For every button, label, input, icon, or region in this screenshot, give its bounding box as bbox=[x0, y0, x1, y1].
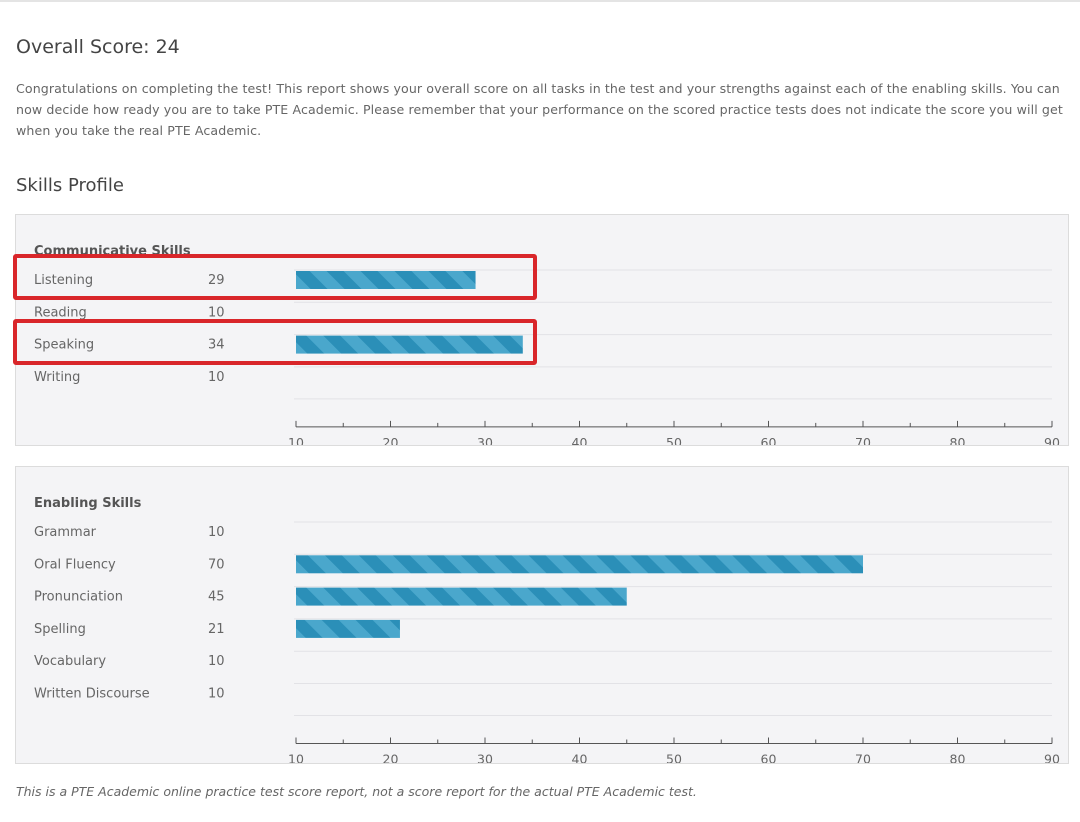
category-label-grammar: Grammar bbox=[34, 525, 97, 540]
value-label-grammar: 10 bbox=[208, 525, 225, 540]
value-label-oral-fluency: 70 bbox=[208, 557, 225, 572]
value-label-writing: 10 bbox=[208, 370, 225, 385]
skills-profile-title: Skills Profile bbox=[16, 175, 124, 196]
bar-speaking bbox=[296, 335, 523, 354]
enabling-skills-chart: Enabling Skills Grammar 10 Oral Fluency 70 Pr… bbox=[34, 496, 1060, 764]
intro-text: Congratulations on completing the test! … bbox=[16, 81, 1063, 138]
enabling-skills-panel: Enabling Skills Grammar 10 Oral Fluency 70 Pr… bbox=[15, 466, 1069, 764]
category-label-oral-fluency: Oral Fluency bbox=[34, 557, 116, 572]
category-label-written-discourse: Written Discourse bbox=[34, 687, 150, 702]
x-tick-label-70: 70 bbox=[855, 435, 871, 445]
speaking-highlight-box bbox=[13, 319, 537, 365]
footnote: This is a PTE Academic online practice t… bbox=[16, 784, 697, 799]
category-label-speaking: Speaking bbox=[34, 338, 94, 353]
category-label-reading: Reading bbox=[34, 305, 87, 320]
value-label-listening: 29 bbox=[208, 273, 225, 288]
x-tick-label-80: 80 bbox=[950, 435, 966, 445]
value-label-written-discourse: 10 bbox=[208, 687, 225, 702]
bar-spelling bbox=[296, 619, 400, 638]
x-tick-label-30: 30 bbox=[477, 435, 493, 445]
category-label-vocabulary: Vocabulary bbox=[34, 654, 106, 669]
x-tick-label-70: 70 bbox=[855, 752, 871, 764]
listening-highlight-box bbox=[13, 254, 537, 300]
value-label-reading: 10 bbox=[208, 305, 225, 320]
chart-title: Enabling Skills bbox=[34, 496, 142, 511]
x-tick-label-60: 60 bbox=[761, 435, 777, 445]
x-tick-label-90: 90 bbox=[1044, 752, 1060, 764]
bar-oral-fluency bbox=[296, 555, 863, 574]
x-tick-label-50: 50 bbox=[666, 435, 682, 445]
x-tick-label-50: 50 bbox=[666, 752, 682, 764]
x-tick-label-90: 90 bbox=[1044, 435, 1060, 445]
category-label-listening: Listening bbox=[34, 273, 93, 288]
value-label-pronunciation: 45 bbox=[208, 590, 225, 605]
bar-pronunciation bbox=[296, 587, 627, 606]
x-tick-label-60: 60 bbox=[761, 752, 777, 764]
x-tick-label-20: 20 bbox=[383, 752, 399, 764]
communicative-skills-panel: Communicative Skills Listening 29 Reading 10… bbox=[15, 214, 1069, 446]
x-tick-label-80: 80 bbox=[950, 752, 966, 764]
bar-listening bbox=[296, 271, 476, 289]
category-label-spelling: Spelling bbox=[34, 622, 86, 637]
value-label-spelling: 21 bbox=[208, 622, 225, 637]
x-tick-label-40: 40 bbox=[572, 752, 588, 764]
category-label-writing: Writing bbox=[34, 370, 80, 385]
top-divider bbox=[0, 0, 1080, 2]
x-tick-label-10: 10 bbox=[288, 435, 304, 445]
x-tick-label-40: 40 bbox=[572, 435, 588, 445]
x-tick-label-30: 30 bbox=[477, 752, 493, 764]
value-label-vocabulary: 10 bbox=[208, 654, 225, 669]
x-tick-label-10: 10 bbox=[288, 752, 304, 764]
value-label-speaking: 34 bbox=[208, 338, 225, 353]
overall-score: Overall Score: 24 bbox=[16, 36, 180, 58]
category-label-pronunciation: Pronunciation bbox=[34, 590, 123, 605]
x-tick-label-20: 20 bbox=[383, 435, 399, 445]
